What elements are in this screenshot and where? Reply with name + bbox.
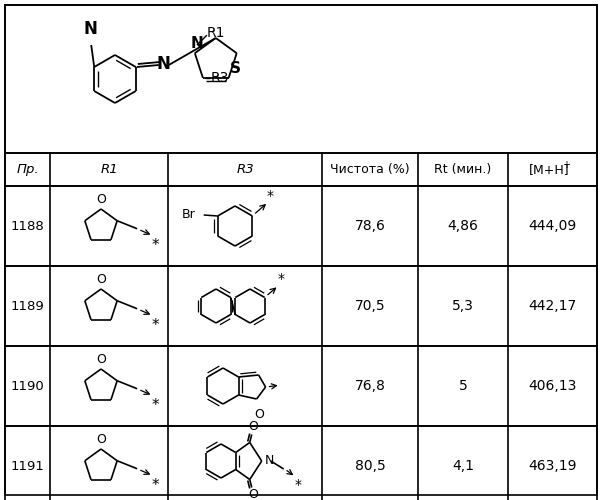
Text: Пр.: Пр. — [16, 163, 39, 176]
Text: 80,5: 80,5 — [355, 459, 385, 473]
Text: *: * — [278, 272, 284, 285]
Text: +: + — [562, 160, 571, 170]
Text: *: * — [151, 398, 159, 413]
Text: O: O — [96, 353, 106, 366]
Text: 1189: 1189 — [11, 300, 45, 312]
Text: *: * — [151, 318, 159, 333]
Text: R3: R3 — [211, 71, 229, 85]
Text: 78,6: 78,6 — [355, 219, 385, 233]
Text: *: * — [294, 478, 301, 492]
Bar — [5, 5, 597, 153]
Text: Br: Br — [182, 208, 196, 220]
Text: Чистота (%): Чистота (%) — [330, 163, 410, 176]
Text: 1190: 1190 — [11, 380, 45, 392]
Text: 444,09: 444,09 — [529, 219, 577, 233]
Text: N: N — [83, 20, 97, 38]
Text: O: O — [96, 193, 106, 206]
Text: N: N — [190, 36, 203, 51]
Text: O: O — [96, 433, 106, 446]
Bar — [5, 426, 597, 500]
Text: 1188: 1188 — [11, 220, 45, 232]
Text: 463,19: 463,19 — [528, 459, 577, 473]
Text: R1: R1 — [207, 26, 225, 40]
Bar — [5, 186, 597, 266]
Text: N: N — [265, 454, 274, 466]
Text: 442,17: 442,17 — [529, 299, 577, 313]
Text: O: O — [248, 420, 258, 434]
Text: O: O — [96, 273, 106, 286]
Text: O: O — [255, 408, 264, 421]
Text: O: O — [248, 488, 258, 500]
Text: R3: R3 — [236, 163, 254, 176]
Text: 70,5: 70,5 — [355, 299, 385, 313]
Text: *: * — [151, 478, 159, 493]
Text: 4,86: 4,86 — [447, 219, 479, 233]
Text: N: N — [157, 55, 171, 73]
Bar — [5, 266, 597, 346]
Text: 76,8: 76,8 — [355, 379, 385, 393]
Bar — [5, 153, 597, 186]
Text: Rt (мин.): Rt (мин.) — [435, 163, 492, 176]
Text: 5,3: 5,3 — [452, 299, 474, 313]
Text: 5: 5 — [459, 379, 467, 393]
Text: *: * — [267, 189, 274, 203]
Text: 406,13: 406,13 — [529, 379, 577, 393]
Bar — [5, 346, 597, 426]
Text: [М+Н]: [М+Н] — [529, 163, 570, 176]
Text: 1191: 1191 — [11, 460, 45, 472]
Text: S: S — [230, 61, 241, 76]
Text: R1: R1 — [100, 163, 118, 176]
Text: 4,1: 4,1 — [452, 459, 474, 473]
Text: *: * — [151, 238, 159, 253]
